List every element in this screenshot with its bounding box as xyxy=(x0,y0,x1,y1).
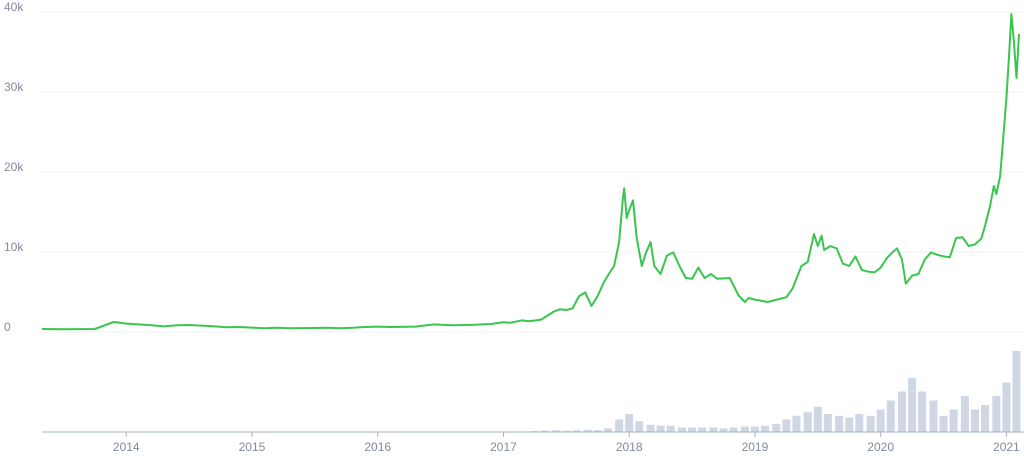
volume-bar xyxy=(981,405,990,432)
volume-bar xyxy=(866,415,875,432)
volume-bar xyxy=(992,396,1001,432)
volume-bar xyxy=(970,409,979,432)
volume-bar xyxy=(709,427,718,432)
volume-bar xyxy=(1002,382,1011,432)
x-tick-label: 2017 xyxy=(490,440,517,454)
volume-bar xyxy=(845,417,854,432)
volume-bar xyxy=(656,425,665,432)
volume-bar xyxy=(886,400,895,432)
volume-bar xyxy=(918,391,927,432)
volume-bar xyxy=(908,378,917,432)
x-tick-label: 2020 xyxy=(867,440,894,454)
y-tick-label: 0 xyxy=(4,320,11,334)
volume-bar xyxy=(823,414,832,432)
volume-bar xyxy=(803,412,812,432)
volume-bar xyxy=(939,415,948,432)
y-tick-label: 20k xyxy=(4,160,24,174)
volume-bar xyxy=(835,415,844,432)
x-tick-label: 2016 xyxy=(364,440,391,454)
volume-bar xyxy=(688,427,697,432)
volume-bar xyxy=(666,425,675,432)
volume-bar xyxy=(929,400,938,432)
x-tick-label: 2021 xyxy=(993,440,1020,454)
x-tick-label: 2019 xyxy=(742,440,769,454)
volume-bar xyxy=(646,424,655,432)
volume-bar xyxy=(615,419,624,432)
x-tick-label: 2015 xyxy=(239,440,266,454)
volume-bar xyxy=(792,415,801,432)
volume-bar xyxy=(772,423,781,432)
x-tick-label: 2018 xyxy=(616,440,643,454)
volume-bar xyxy=(876,409,885,432)
volume-bar xyxy=(593,430,602,432)
volume-bar xyxy=(540,430,549,432)
volume-bar xyxy=(603,428,612,432)
volume-bar xyxy=(760,425,769,432)
volume-bar xyxy=(635,421,644,432)
volume-bar xyxy=(740,426,749,432)
volume-bar xyxy=(729,427,738,432)
volume-bar xyxy=(572,430,581,432)
volume-bar xyxy=(782,419,791,432)
volume-bar xyxy=(677,427,686,432)
volume-bar xyxy=(698,427,707,432)
volume-bar xyxy=(750,426,759,432)
price-line xyxy=(41,13,1020,331)
volume-bar xyxy=(625,414,634,432)
volume-bar xyxy=(960,396,969,432)
volume-bar xyxy=(949,409,958,432)
y-tick-label: 10k xyxy=(4,240,24,254)
volume-bar xyxy=(719,428,728,432)
volume-bar xyxy=(552,430,561,432)
volume-bar xyxy=(1012,351,1021,432)
volume-bar xyxy=(562,430,571,432)
volume-bar xyxy=(583,429,592,432)
y-tick-label: 40k xyxy=(4,0,24,14)
volume-bar xyxy=(855,414,864,432)
x-tick-label: 2014 xyxy=(113,440,140,454)
volume-bar xyxy=(898,391,907,432)
volume-bar xyxy=(813,406,822,432)
y-tick-label: 30k xyxy=(4,80,24,94)
